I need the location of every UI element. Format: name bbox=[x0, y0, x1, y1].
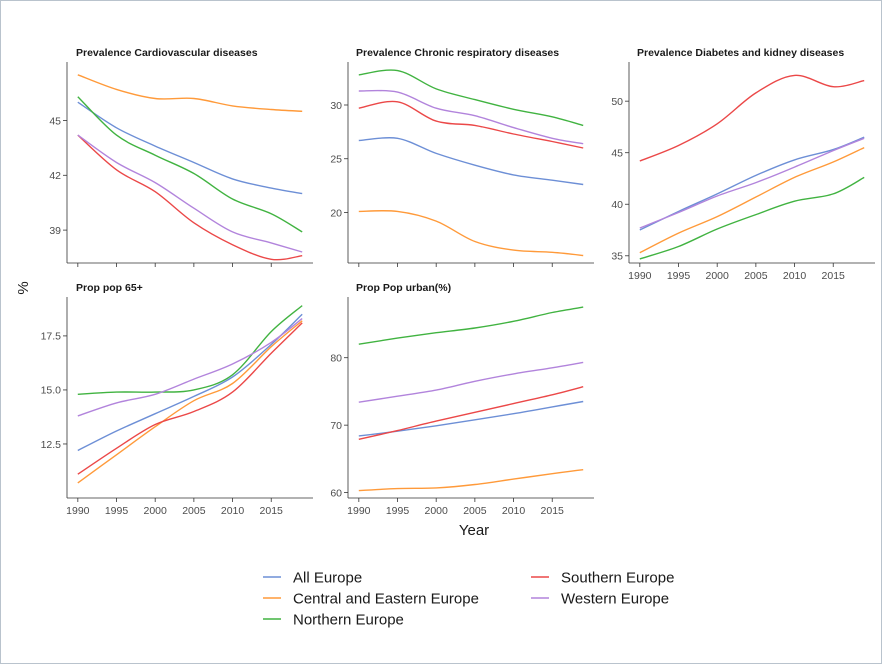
x-tick-label: 1995 bbox=[386, 505, 410, 517]
legend-label-all-europe: All Europe bbox=[293, 570, 362, 587]
series-line-northern-europe bbox=[358, 306, 584, 345]
legend-label-southern-europe: Southern Europe bbox=[561, 570, 674, 587]
series-line-southern-europe bbox=[77, 322, 303, 475]
series-line-all-europe bbox=[358, 137, 584, 186]
series-line-all-europe bbox=[77, 101, 303, 195]
x-tick-label: 2005 bbox=[182, 505, 206, 517]
y-tick-label: 45 bbox=[49, 115, 61, 127]
panel-prevalence-cardiovascular-diseases: Prevalence Cardiovascular diseases 39 42 45 bbox=[49, 47, 313, 267]
x-tick-label: 2010 bbox=[502, 505, 526, 517]
series-line-central-and-eastern-europe bbox=[358, 209, 584, 257]
x-tick-label: 2010 bbox=[221, 505, 245, 517]
series-line-northern-europe bbox=[639, 176, 865, 260]
y-axis-title: % bbox=[15, 281, 32, 294]
y-tick-label: 39 bbox=[49, 225, 61, 237]
panel-title: Prevalence Chronic respiratory diseases bbox=[356, 47, 559, 59]
series-line-southern-europe bbox=[358, 386, 584, 440]
panel-prop-pop-65: Prop pop 65+ 12.5 15.0 17.5 1990 1995 2000 2005… bbox=[41, 282, 313, 517]
y-tick-label: 20 bbox=[330, 207, 342, 219]
x-tick-label: 2015 bbox=[541, 505, 565, 517]
series-line-northern-europe bbox=[358, 69, 584, 127]
panel-title: Prevalence Cardiovascular diseases bbox=[76, 47, 258, 59]
x-tick-label: 2000 bbox=[706, 270, 730, 282]
series-line-western-europe bbox=[639, 137, 865, 229]
x-tick-label: 2010 bbox=[783, 270, 807, 282]
panel-title: Prevalence Diabetes and kidney diseases bbox=[637, 47, 844, 59]
y-tick-label: 40 bbox=[611, 199, 623, 211]
series-line-all-europe bbox=[639, 136, 865, 231]
series-line-western-europe bbox=[77, 134, 303, 253]
legend: All Europe Central and Eastern Europe Nort… bbox=[263, 570, 674, 629]
panel-prevalence-chronic-respiratory-diseases: Prevalence Chronic respiratory diseases 2… bbox=[330, 47, 594, 267]
series-line-central-and-eastern-europe bbox=[639, 146, 865, 254]
panel-prop-pop-urban: Prop Pop urban(%) 60 70 80 1990 1995 2000 2005 2… bbox=[330, 282, 594, 517]
y-tick-label: 50 bbox=[611, 96, 623, 108]
x-tick-label: 1995 bbox=[105, 505, 129, 517]
series-line-central-and-eastern-europe bbox=[77, 74, 303, 112]
x-tick-label: 2000 bbox=[144, 505, 168, 517]
series-line-central-and-eastern-europe bbox=[77, 320, 303, 484]
y-tick-label: 60 bbox=[330, 487, 342, 499]
y-tick-label: 35 bbox=[611, 251, 623, 263]
series-line-western-europe bbox=[77, 318, 303, 417]
series-line-central-and-eastern-europe bbox=[358, 469, 584, 492]
legend-label-western-europe: Western Europe bbox=[561, 591, 669, 608]
panel-title: Prop Pop urban(%) bbox=[356, 282, 451, 294]
y-tick-label: 70 bbox=[330, 420, 342, 432]
x-tick-label: 1990 bbox=[628, 270, 652, 282]
series-line-northern-europe bbox=[77, 96, 303, 233]
y-tick-label: 42 bbox=[49, 170, 61, 182]
y-tick-label: 30 bbox=[330, 100, 342, 112]
x-tick-label: 2015 bbox=[822, 270, 846, 282]
legend-label-central-and-eastern-europe: Central and Eastern Europe bbox=[293, 591, 479, 608]
x-tick-label: 1995 bbox=[667, 270, 691, 282]
series-line-all-europe bbox=[77, 313, 303, 452]
series-line-western-europe bbox=[358, 361, 584, 403]
x-axis-title: Year bbox=[459, 522, 489, 539]
x-tick-label: 2005 bbox=[463, 505, 487, 517]
x-tick-label: 2005 bbox=[744, 270, 768, 282]
legend-label-northern-europe: Northern Europe bbox=[293, 612, 404, 629]
y-tick-label: 45 bbox=[611, 148, 623, 160]
x-tick-label: 1990 bbox=[66, 505, 90, 517]
x-tick-label: 1990 bbox=[347, 505, 371, 517]
panel-title: Prop pop 65+ bbox=[76, 282, 143, 294]
series-line-all-europe bbox=[358, 400, 584, 437]
series-line-northern-europe bbox=[77, 305, 303, 395]
series-line-southern-europe bbox=[358, 100, 584, 149]
panel-prevalence-diabetes-and-kidney-diseases: Prevalence Diabetes and kidney diseases 3… bbox=[611, 47, 875, 282]
x-tick-label: 2000 bbox=[425, 505, 449, 517]
y-tick-label: 80 bbox=[330, 353, 342, 365]
y-tick-label: 12.5 bbox=[41, 439, 62, 451]
series-line-southern-europe bbox=[77, 134, 303, 261]
series-line-western-europe bbox=[358, 89, 584, 145]
y-tick-label: 15.0 bbox=[41, 385, 62, 397]
y-tick-label: 17.5 bbox=[41, 331, 62, 343]
x-tick-label: 2015 bbox=[260, 505, 284, 517]
y-tick-label: 25 bbox=[330, 154, 342, 166]
series-line-southern-europe bbox=[639, 74, 865, 162]
